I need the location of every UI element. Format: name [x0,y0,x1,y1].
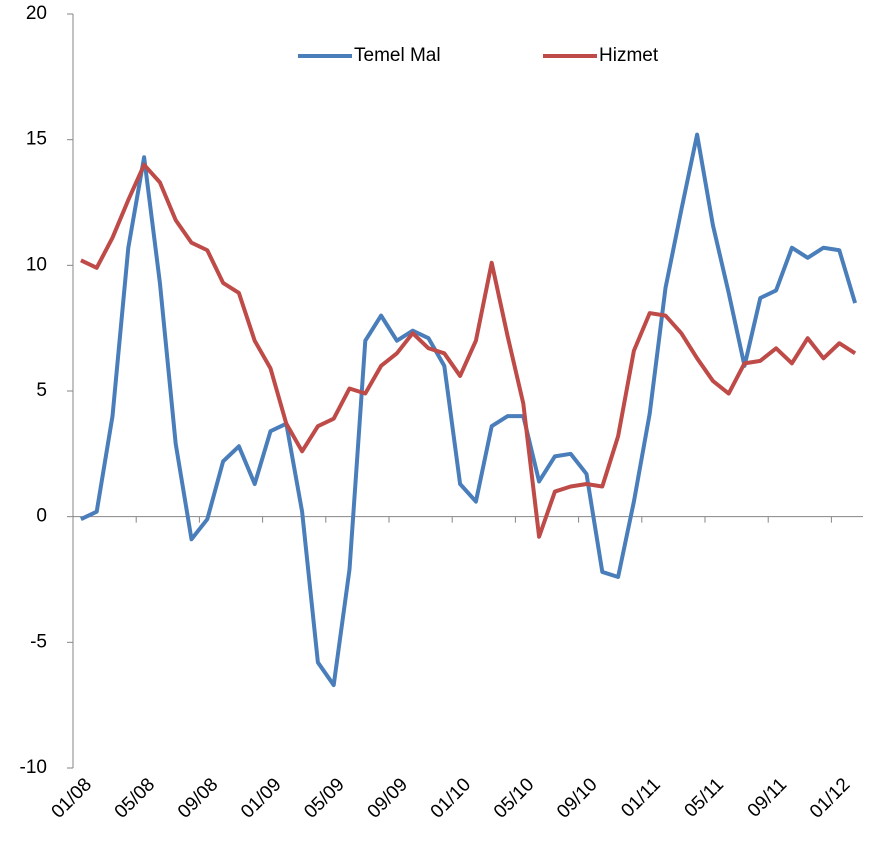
x-tick-label: 05/09 [300,774,348,822]
y-tick-label: 5 [36,380,47,401]
y-tick-label: 15 [26,129,47,150]
x-tick-label: 09/08 [174,774,222,822]
y-tick-label: 0 [36,506,47,527]
series-line [80,162,857,539]
x-tick-label: 01/10 [427,774,475,822]
x-tick-label: 01/12 [806,774,854,822]
y-tick-label: 10 [26,254,47,275]
x-tick-label: 05/11 [681,774,728,821]
x-tick-label: 01/11 [617,774,664,821]
legend-label: Temel Mal [354,45,441,66]
series-line [80,132,858,688]
x-tick-label: 09/09 [364,774,412,822]
x-tick-label: 09/10 [553,774,601,822]
x-tick-label: 05/10 [490,774,538,822]
x-tick-label: 01/08 [48,774,96,822]
legend-label: Hizmet [599,45,659,66]
x-tick-label: 01/09 [237,774,285,822]
y-tick-label: 20 [26,3,47,24]
y-tick-label: -5 [30,631,47,652]
y-tick-label: -10 [20,757,47,778]
x-tick-label: 09/11 [744,774,791,821]
x-tick-label: 05/08 [111,774,159,822]
